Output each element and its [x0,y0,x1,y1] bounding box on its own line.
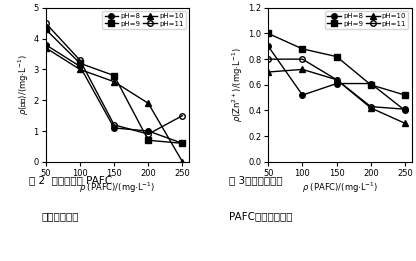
pH=11 [146,133,151,136]
pH=9 [180,142,185,145]
Line: pH=11: pH=11 [43,20,185,137]
pH=10 [77,68,82,71]
pH=8 [111,126,116,129]
pH=11 [43,22,48,25]
Line: pH=9: pH=9 [265,31,408,98]
Line: pH=10: pH=10 [265,67,408,126]
Legend: pH=8, pH=9, pH=10, pH=11: pH=8, pH=9, pH=10, pH=11 [325,11,409,29]
pH=10 [403,122,408,125]
Line: pH=10: pH=10 [43,45,185,165]
Line: pH=8: pH=8 [265,44,408,113]
Text: 图 3锌离子含量随: 图 3锌离子含量随 [229,175,282,185]
Line: pH=11: pH=11 [265,56,408,112]
pH=11 [77,59,82,62]
pH=10 [180,160,185,163]
pH=10 [146,102,151,105]
pH=11 [368,105,373,108]
Line: pH=9: pH=9 [43,27,185,146]
pH=10 [300,68,305,71]
pH=11 [403,108,408,111]
pH=10 [111,80,116,83]
pH=11 [180,114,185,117]
X-axis label: $\rho$ (PAFC)/(mg$\cdot$L$^{-1}$): $\rho$ (PAFC)/(mg$\cdot$L$^{-1}$) [79,181,156,195]
pH=11 [111,123,116,126]
pH=9 [300,47,305,50]
Legend: pH=8, pH=9, pH=10, pH=11: pH=8, pH=9, pH=10, pH=11 [102,11,186,29]
pH=8 [77,65,82,68]
Line: pH=8: pH=8 [43,42,185,146]
pH=8 [368,82,373,85]
pH=8 [334,82,339,85]
pH=9 [111,74,116,77]
X-axis label: $\rho$ (PAFC)/(mg$\cdot$L$^{-1}$): $\rho$ (PAFC)/(mg$\cdot$L$^{-1}$) [302,181,378,195]
pH=8 [146,129,151,133]
pH=9 [43,28,48,31]
pH=10 [43,46,48,49]
Text: PAFC加药量的变化: PAFC加药量的变化 [229,211,292,221]
pH=8 [180,142,185,145]
pH=9 [77,62,82,65]
pH=10 [266,70,271,74]
pH=11 [266,58,271,61]
pH=9 [266,32,271,35]
pH=10 [368,106,373,110]
pH=8 [43,43,48,46]
pH=9 [368,83,373,86]
pH=8 [266,45,271,48]
Text: 图 2  总磷含量随 PAFC: 图 2 总磷含量随 PAFC [29,175,112,185]
Y-axis label: $\rho$(Zn$^{2+}$)/(mg$\cdot$L$^{-1}$): $\rho$(Zn$^{2+}$)/(mg$\cdot$L$^{-1}$) [231,48,245,122]
Y-axis label: $\rho$(总磷)/(mg$\cdot$L$^{-1}$): $\rho$(总磷)/(mg$\cdot$L$^{-1}$) [16,55,31,115]
pH=11 [300,58,305,61]
pH=9 [146,139,151,142]
pH=8 [403,109,408,112]
Text: 加药量的变化: 加药量的变化 [42,211,79,221]
pH=9 [403,93,408,97]
pH=11 [334,78,339,81]
pH=8 [300,93,305,97]
pH=10 [334,78,339,81]
pH=9 [334,55,339,58]
